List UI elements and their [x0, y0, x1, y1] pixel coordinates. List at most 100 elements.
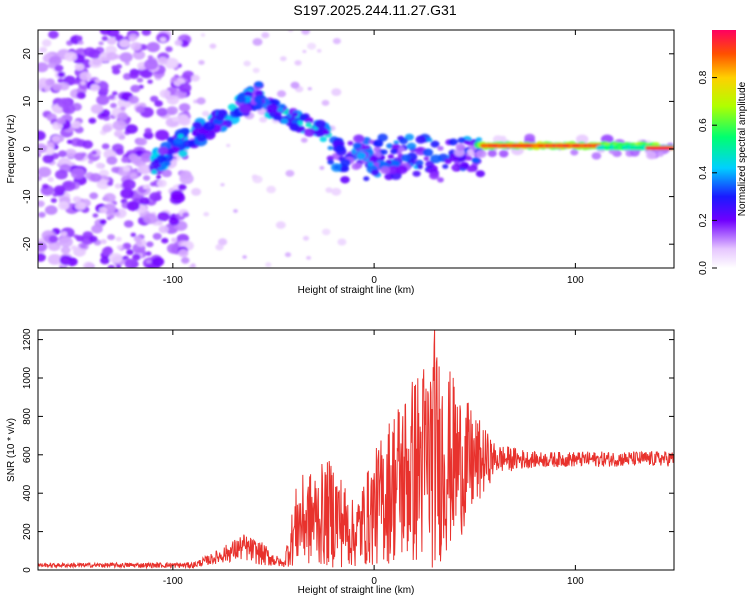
spectrogram-cell [126, 201, 140, 212]
spectrogram-cell [112, 120, 127, 131]
spectrogram-cell [109, 253, 123, 264]
spectrogram-cell [333, 165, 339, 170]
spectrogram-cell [196, 97, 206, 105]
spectrogram-cell [373, 139, 384, 148]
spectrogram-cell [300, 137, 308, 143]
spectrogram-cell [168, 217, 180, 226]
spectrogram-cell [172, 193, 186, 203]
spectrogram-cell [252, 67, 260, 74]
spectrogram-cell [152, 257, 165, 267]
spectrogram-cell [319, 136, 327, 143]
spectrogram-cell [66, 139, 73, 144]
spectrogram-cell [347, 140, 354, 146]
spectrogram-cell [190, 74, 200, 82]
spectrogram-cell [143, 131, 154, 140]
spectrogram-cell [38, 153, 42, 158]
spectrogram-cell [352, 142, 362, 150]
spectrogram-cell [80, 80, 86, 86]
spectrogram-cell [191, 188, 202, 196]
spectrogram-cell [106, 52, 118, 61]
spectrogram-cell [47, 254, 62, 265]
spectrogram-cell [156, 107, 168, 117]
spectrogram-cell [178, 103, 191, 112]
spectrogram-cell [192, 121, 202, 129]
spectrogram-cell [39, 46, 48, 53]
spectrogram-cell [416, 147, 424, 153]
spectrogram-cell [143, 213, 158, 224]
spectrogram-cell [38, 200, 45, 208]
snr-series-line [38, 330, 674, 570]
spectrogram-cell [42, 154, 54, 164]
spectrogram-cell [38, 253, 46, 262]
spectrogram-cell [115, 264, 122, 268]
spectrogram-cell [38, 62, 49, 73]
spectrogram-cell [74, 63, 85, 71]
spectrogram-cell [58, 201, 70, 211]
spectrogram-cell [59, 236, 73, 248]
spectrogram-cell [115, 34, 124, 42]
spectrogram-cell [426, 137, 433, 142]
y-tick-label: 600 [22, 446, 33, 463]
spectrogram-cell [47, 177, 54, 182]
spectrogram-cell [387, 154, 395, 160]
spectrogram-cell [303, 128, 315, 137]
spectrogram-cell [89, 192, 99, 200]
spectrogram-cell [158, 225, 169, 234]
spectrogram-cell [276, 90, 287, 98]
spectrogram-cell [144, 127, 152, 134]
spectrogram-cell [448, 138, 458, 146]
spectrogram-cell [101, 36, 109, 41]
spectrogram-cell [259, 116, 268, 123]
figure-title: S197.2025.244.11.27.G31 [293, 2, 457, 18]
spectrogram-cell [145, 251, 152, 256]
spectrogram-cell [340, 176, 350, 184]
spectrogram-cell [415, 135, 427, 144]
spectrogram-cell [306, 256, 312, 260]
spectrogram-cell [492, 135, 504, 144]
spectrogram-cell [331, 187, 342, 196]
spectrogram-cell [153, 158, 160, 163]
spectrogram-cell [165, 46, 173, 53]
spectrogram-cell [233, 209, 238, 213]
spectrogram-cell [276, 107, 284, 113]
spectrogram-cell [114, 183, 122, 189]
spectrogram-cell [301, 30, 310, 35]
spectrogram-cell [130, 84, 141, 93]
spectrogram-cell [423, 156, 430, 161]
colorbar-label: Normalized spectral amplitude [737, 81, 748, 216]
spectrogram-cell [290, 81, 300, 89]
spectrogram-cell [99, 169, 109, 178]
y-tick-label: 20 [22, 48, 33, 60]
snr-x-label: Height of straight line (km) [298, 585, 415, 596]
spectrogram-cell [99, 30, 111, 35]
spectrogram-cell [173, 137, 184, 145]
spectrogram-cell [132, 253, 141, 261]
spectrogram-cell [38, 130, 46, 141]
spectrogram-cell [129, 36, 136, 42]
spectrogram-cell [133, 235, 142, 242]
spectrogram-cell [106, 156, 118, 165]
spectrogram-cell [52, 83, 63, 91]
colorbar-tick-label: 0.2 [698, 213, 709, 227]
spectrogram-cell [43, 86, 51, 92]
spectrogram-cell [316, 49, 322, 53]
spectrogram-cell [87, 159, 94, 164]
spectrogram-cell [140, 69, 153, 79]
spectrogram-cell [166, 106, 178, 115]
spectrogram-cell [71, 120, 82, 129]
spectrogram-cell [161, 237, 169, 244]
spectrogram-cell [404, 133, 414, 141]
spectrogram-cell [90, 83, 100, 92]
y-tick-label: 1200 [22, 328, 33, 351]
spectrogram-cell [38, 143, 48, 154]
spectrogram-cell [327, 145, 334, 151]
spectrogram-cell [217, 109, 228, 117]
spectrogram-cell [154, 100, 163, 107]
spectrogram-cell [92, 213, 99, 218]
spectrogram-cell [99, 164, 105, 169]
spectrogram-cell [157, 56, 168, 65]
spectrogram-cell [47, 62, 56, 69]
spectrogram-cell [124, 258, 139, 268]
spectrogram-cell [118, 39, 130, 48]
spectrogram-cell [146, 42, 160, 53]
